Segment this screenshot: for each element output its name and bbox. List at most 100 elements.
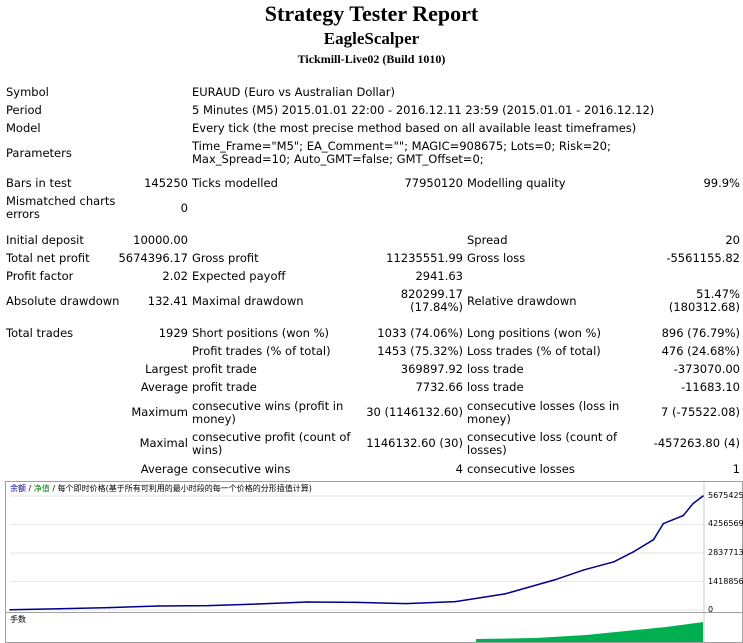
spread-label: Spread [467,233,508,247]
gross-profit-label: Gross profit [192,251,259,265]
balance-point [662,522,665,525]
deposit-value: 10000.00 [133,233,188,247]
y-tick-label: 0 [708,605,714,614]
expected-payoff-value: 2941.63 [415,269,463,283]
period-label: Period [6,103,42,117]
gross-profit-value: 11235551.99 [386,251,463,265]
max-cons-losses-label: consecutive losses (loss in money) [467,399,620,426]
average-label: Average [140,380,188,394]
net-profit-value: 5674396.17 [118,251,188,265]
balance-point [108,606,110,609]
spread-value: 20 [725,233,740,247]
largest-loss-value: -373070.00 [673,362,740,376]
short-positions-value: 1033 (74.06%) [377,326,463,340]
relative-drawdown-value: 51.47% (180312.68) [668,287,740,314]
maximal-cons-profit-label: consecutive profit (count of wins) [192,430,351,457]
deposit-label: Initial deposit [6,233,84,247]
bars-label: Bars in test [6,176,72,190]
balance-point [306,601,308,603]
chart-legend: 余额 / 净值 / 每个即时价格(基于所有可利用的最小时段的每一个价格的分形插值… [10,484,312,494]
profit-trades-label: Profit trades (% of total) [192,344,331,358]
balance-point [702,495,704,497]
legend-balance: 余额 [10,484,26,493]
bars-value: 145250 [144,176,188,190]
maximal-cons-loss-label: consecutive loss (count of losses) [467,430,618,457]
largest-label: Largest [145,362,188,376]
parameters-label: Parameters [6,146,72,160]
balance-point [58,607,61,610]
absolute-drawdown-label: Absolute drawdown [6,294,120,308]
symbol-label: Symbol [6,85,49,99]
profit-factor-label: Profit factor [6,269,74,283]
quality-value: 99.9% [703,176,740,190]
mismatch-label: Mismatched charts errors [6,194,116,221]
max-cons-losses-value: 7 (-75522.08) [661,405,740,419]
balance-point [682,514,684,517]
quality-label: Modelling quality [467,176,566,190]
y-tick-label: 1418856 [708,576,743,586]
y-tick-label: 2837713 [708,547,743,557]
avg-cons-losses-label: consecutive losses [467,462,575,476]
balance-point [157,605,160,607]
legend-separator: / [28,484,32,493]
y-tick-label: 4256569 [708,519,743,529]
largest-profit-value: 369897.92 [400,362,463,376]
average-loss-label: loss trade [467,380,524,394]
average-cons-label: Average [140,462,188,476]
balance-point [504,593,506,595]
balance-point [583,569,585,571]
balance-point [672,518,675,521]
lots-label: 手数 [10,615,26,624]
loss-trades-label: Loss trades (% of total) [467,344,601,358]
avg-cons-losses-value: 1 [732,462,740,476]
model-label: Model [6,121,41,135]
balance-point [405,602,407,605]
balance-chart: 余额 / 净值 / 每个即时价格(基于所有可利用的最小时段的每一个价格的分形插值… [5,481,743,614]
avg-cons-wins-value: 4 [455,462,463,476]
balance-point [355,601,358,604]
period-value: 5 Minutes (M5) 2015.01.01 22:00 - 2016.1… [192,103,655,117]
balance-point [613,560,615,563]
ticks-label: Ticks modelled [192,176,278,190]
net-profit-label: Total net profit [6,251,90,265]
balance-point [256,603,259,605]
average-loss-value: -11683.10 [680,380,740,394]
ticks-value: 77950120 [404,176,463,190]
relative-drawdown-label: Relative drawdown [467,294,577,308]
expert-name: EagleScalper [323,29,420,48]
profit-trades-value: 1453 (75.32%) [377,344,463,358]
maximal-drawdown-label: Maximal drawdown [192,294,304,308]
total-trades-value: 1929 [158,326,188,340]
legend-equity: 净值 [33,484,50,493]
legend-note: 每个即时价格(基于所有可利用的最小时段的每一个价格的分形插值计算) [57,484,312,493]
largest-profit-label: profit trade [192,362,257,376]
max-cons-wins-value: 30 (1146132.60) [366,405,463,419]
model-value: Every tick (the most precise method base… [192,121,637,135]
gross-loss-value: -5561155.82 [666,251,740,265]
absolute-drawdown-value: 132.41 [147,294,188,308]
profit-factor-value: 2.02 [162,269,188,283]
lots-chart-svg [476,613,705,642]
lots-area [476,622,703,642]
balance-point [454,600,457,603]
avg-cons-wins-label: consecutive wins [192,462,291,476]
expected-payoff-label: Expected payoff [192,269,286,283]
gross-loss-label: Gross loss [467,251,526,265]
mismatch-value: 0 [180,201,188,215]
long-positions-label: Long positions (won %) [467,326,601,340]
total-trades-label: Total trades [6,326,74,340]
symbol-value: EURAUD (Euro vs Australian Dollar) [192,85,396,99]
loss-trades-value: 476 (24.68%) [661,344,740,358]
maximum-label: Maximum [131,405,188,419]
y-tick-label: 5675425 [708,491,743,500]
report-title: Strategy Tester Report [264,1,479,26]
maximal-cons-profit-value: 1146132.60 (30) [366,436,463,450]
balance-point [652,538,655,541]
balance-chart-svg [9,482,705,612]
long-positions-value: 896 (76.79%) [661,326,740,340]
balance-point [632,550,635,553]
maximal-cons-loss-value: -457263.80 (4) [653,436,740,450]
balance-point [207,604,209,607]
legend-separator: / [52,484,56,493]
short-positions-label: Short positions (won %) [192,326,330,340]
